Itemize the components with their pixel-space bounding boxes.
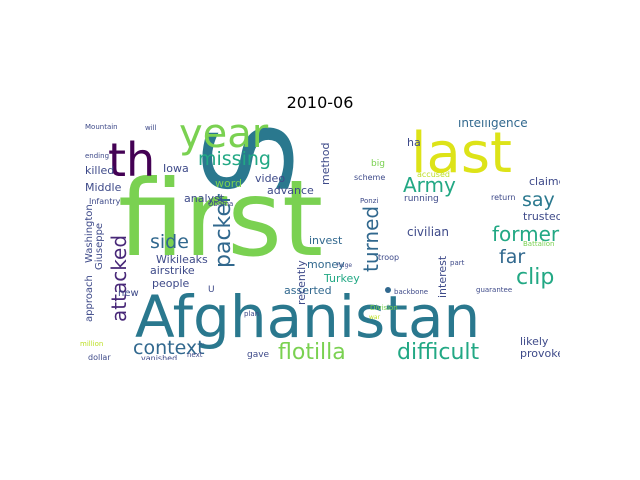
chart-title: 2010-06 <box>286 93 354 112</box>
word-former: former <box>492 222 560 246</box>
word-will: will <box>145 124 157 132</box>
word-ha: ha <box>407 136 421 149</box>
word-washington: Washington <box>84 204 95 263</box>
word-analyst: analyst <box>184 192 225 205</box>
word-say: say <box>522 189 555 211</box>
word-trusted: trusted <box>523 210 560 223</box>
word-battalion: Battalion <box>523 240 554 248</box>
word-wikileaks: Wikileaks <box>156 253 208 266</box>
word-side: side <box>150 231 189 253</box>
word-approach: approach <box>84 275 95 322</box>
word-civilian: civilian <box>407 225 449 239</box>
word-plan: plan <box>244 310 259 318</box>
word-war: war <box>369 314 381 321</box>
word-next: next <box>187 351 203 359</box>
word-advance: advance <box>267 184 314 197</box>
word-part: part <box>450 259 465 267</box>
word-running: running <box>404 194 439 204</box>
word-vanished: vanished <box>141 354 177 360</box>
word-far: far <box>499 246 525 268</box>
word-video: video <box>255 172 285 185</box>
word-turkey: Turkey <box>323 272 360 285</box>
word-iowa: Iowa <box>163 162 189 175</box>
word-money: money <box>307 258 345 271</box>
word-difficult: difficult <box>397 340 479 360</box>
word-ending: ending <box>85 152 109 160</box>
word-division: Division <box>370 304 398 312</box>
word-word: word <box>215 177 242 190</box>
word-afghanistan: Afghanistan <box>135 283 480 351</box>
word-turned: turned <box>359 206 383 272</box>
word-invest: invest <box>309 234 343 247</box>
word-million: million <box>80 340 103 348</box>
word-middle: Middle <box>85 181 122 194</box>
word-likely: likely <box>520 335 549 348</box>
word-provoke: provoke <box>520 347 560 360</box>
word-giuseppe: Giuseppe <box>94 223 105 270</box>
word-context: context <box>133 337 205 359</box>
word-huge: huge <box>337 262 352 269</box>
word-gave: gave <box>247 350 270 360</box>
word-guarantee: guarantee <box>476 286 512 294</box>
word-accused: accused <box>417 170 450 179</box>
word-th: th <box>108 133 155 187</box>
word-interest: interest <box>436 255 449 298</box>
word-packer: packer <box>211 193 236 268</box>
word-s: S <box>182 121 321 197</box>
word-new: new <box>118 288 139 299</box>
word-mountain: Mountain <box>85 123 118 131</box>
word-return: return <box>491 193 515 202</box>
word-claimed: claimed <box>529 175 560 188</box>
word-year: year <box>179 120 269 157</box>
word-attacked: attacked <box>107 235 131 322</box>
word-people: people <box>152 277 190 290</box>
word-ponzi: Ponzi <box>360 197 378 205</box>
word-last: last <box>411 121 512 186</box>
word-asserted: asserted <box>284 284 332 297</box>
word-clip: clip <box>516 265 554 290</box>
word-big: big <box>371 159 385 169</box>
word-recently: recently <box>295 260 308 305</box>
word-u: U <box>208 285 215 295</box>
word-flotilla: flotilla <box>278 340 346 360</box>
word-dollar: dollar <box>88 353 111 360</box>
word-airstrike: airstrike <box>150 264 195 277</box>
word-method: method <box>319 143 332 185</box>
word-obama: Obama <box>208 200 233 208</box>
word-troop: troop <box>378 253 399 262</box>
word-killed: killed <box>85 164 114 177</box>
word-missing: missing <box>198 148 271 170</box>
word-first: first <box>118 158 323 280</box>
word-scheme: scheme <box>354 173 385 182</box>
word-backbone: backbone <box>394 288 428 296</box>
word-infantry: Infantry <box>89 197 121 206</box>
word-intelligence: intelligence <box>458 120 528 130</box>
word-army: Army <box>403 173 456 197</box>
